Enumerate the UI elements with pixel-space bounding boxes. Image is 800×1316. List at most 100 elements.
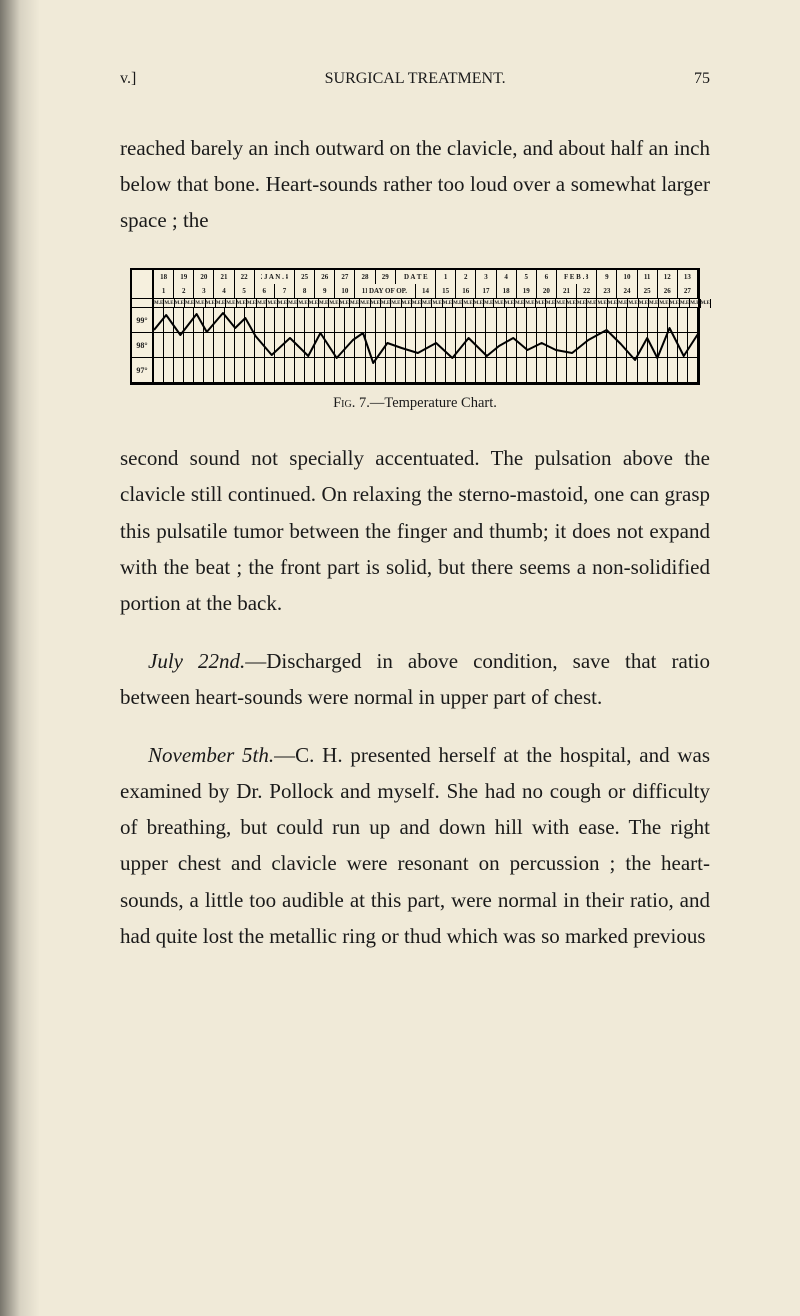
- header-section: v.]: [120, 70, 136, 88]
- chart-me-cell: M.E: [453, 299, 463, 308]
- p4-body: —C. H. presented herself at the hospital…: [120, 743, 710, 948]
- chart-date-cell: 4: [497, 270, 517, 284]
- chart-dayop-cell: 1: [154, 284, 174, 298]
- temperature-chart: 1819202122232425262728293031123456789101…: [130, 268, 700, 385]
- chart-me-cell: M.E: [185, 299, 195, 308]
- chart-dayop-cell: 10: [335, 284, 355, 298]
- chart-dayop-cell: 8: [295, 284, 315, 298]
- chart-me-cell: M.E: [494, 299, 504, 308]
- chart-me-cell: M.E: [412, 299, 422, 308]
- chart-me-cell: M.E: [432, 299, 442, 308]
- chart-me-cell: M.E: [206, 299, 216, 308]
- chart-me-cell: M.E: [618, 299, 628, 308]
- chart-date-cell: 9: [597, 270, 617, 284]
- chart-me-row: M.EM.EM.EM.EM.EM.EM.EM.EM.EM.EM.EM.EM.EM…: [132, 299, 698, 308]
- chart-me-cell: M.E: [546, 299, 556, 308]
- chart-date-cell: 29: [376, 270, 396, 284]
- chart-date-cell: 2: [456, 270, 476, 284]
- chart-me-cell: M.E: [597, 299, 607, 308]
- chart-me-cell: M.E: [257, 299, 267, 308]
- p3-date: July 22nd.: [148, 649, 245, 673]
- chart-me-cell: M.E: [443, 299, 453, 308]
- chart-me-cell: M.E: [525, 299, 535, 308]
- chart-dayop-cell: 27: [678, 284, 698, 298]
- chart-me-cell: M.E: [536, 299, 546, 308]
- chart-me-cell: M.E: [371, 299, 381, 308]
- chart-me-cell: M.E: [659, 299, 669, 308]
- chart-me-cell: M.E: [402, 299, 412, 308]
- chart-date-cell: 10: [617, 270, 637, 284]
- chart-me-cell: M.E: [587, 299, 597, 308]
- chart-date-cell: 3: [476, 270, 496, 284]
- chart-me-cell: M.E: [154, 299, 164, 308]
- chart-dayop-cell: 22: [577, 284, 597, 298]
- chart-me-cell: M.E: [237, 299, 247, 308]
- chart-dayop-cell: 5: [235, 284, 255, 298]
- chart-date-cell: 5: [517, 270, 537, 284]
- chart-dayop-cell: 4: [214, 284, 234, 298]
- chart-dayop-cell: 2: [174, 284, 194, 298]
- chart-dayop-cell: 16: [456, 284, 476, 298]
- caption-rest: —Temperature Chart.: [370, 395, 497, 411]
- chart-me-cell: M.E: [278, 299, 288, 308]
- chart-me-cell: M.E: [474, 299, 484, 308]
- paragraph-1: reached barely an inch outward on the cl…: [120, 130, 710, 238]
- chart-me-cell: M.E: [608, 299, 618, 308]
- chart-me-cell: M.E: [247, 299, 257, 308]
- chart-date-cell: 26: [315, 270, 335, 284]
- chart-caption: Fig. 7.—Temperature Chart.: [120, 395, 710, 412]
- chart-me-cell: M.E: [422, 299, 432, 308]
- chart-me-cell: M.E: [577, 299, 587, 308]
- chart-me-cell: M.E: [680, 299, 690, 308]
- chart-me-cell: M.E: [340, 299, 350, 308]
- chart-label-date: D A T E: [402, 270, 430, 284]
- chart-date-cell: 6: [537, 270, 557, 284]
- chart-date-cell: 21: [214, 270, 234, 284]
- paragraph-2: second sound not specially accentuated. …: [120, 440, 710, 621]
- chart-date-cell: 22: [235, 270, 255, 284]
- chart-me-cell: M.E: [670, 299, 680, 308]
- chart-me-cell: M.E: [381, 299, 391, 308]
- chart-me-cell: M.E: [226, 299, 236, 308]
- chart-date-cell: 25: [295, 270, 315, 284]
- chart-me-cell: M.E: [649, 299, 659, 308]
- chart-me-cell: M.E: [484, 299, 494, 308]
- chart-day-of-op-row: 1234567891011121314151617181920212223242…: [132, 284, 698, 298]
- page-header: v.] SURGICAL TREATMENT. 75: [120, 70, 710, 88]
- chart-date-cell: 27: [335, 270, 355, 284]
- chart-date-cell: 20: [194, 270, 214, 284]
- paragraph-4: November 5th.—C. H. presented herself at…: [120, 737, 710, 954]
- chart-me-cell: M.E: [309, 299, 319, 308]
- chart-dayop-cell: 23: [597, 284, 617, 298]
- chart-plot-area: 99° 98° 97°: [132, 308, 698, 383]
- chart-dayop-cell: 3: [194, 284, 214, 298]
- chart-date-cell: 1: [436, 270, 456, 284]
- chart-me-cell: M.E: [567, 299, 577, 308]
- chart-dayop-cell: 18: [497, 284, 517, 298]
- header-page-number: 75: [694, 70, 710, 88]
- chart-me-cell: M.E: [319, 299, 329, 308]
- chart-label-dayofop: DAY OF OP.: [367, 284, 409, 298]
- chart-me-cell: M.E: [639, 299, 649, 308]
- chart-me-cell: M.E: [556, 299, 566, 308]
- chart-me-cell: M.E: [329, 299, 339, 308]
- chart-dayop-cell: 24: [617, 284, 637, 298]
- chart-dayop-cell: 20: [537, 284, 557, 298]
- chart-dayop-cell: 17: [476, 284, 496, 298]
- chart-me-cell: M.E: [628, 299, 638, 308]
- caption-fig: Fig. 7.: [333, 395, 370, 411]
- chart-label-jan: J A N .: [262, 270, 286, 284]
- chart-label-feb: F E B .: [562, 270, 586, 284]
- chart-dayop-cell: 6: [255, 284, 275, 298]
- chart-me-cell: M.E: [175, 299, 185, 308]
- chart-ylabel-97: 97°: [132, 358, 154, 383]
- chart-me-cell: M.E: [505, 299, 515, 308]
- chart-date-cell: 11: [638, 270, 658, 284]
- chart-me-cell: M.E: [515, 299, 525, 308]
- chart-date-cell: 19: [174, 270, 194, 284]
- chart-date-cell: 28: [355, 270, 375, 284]
- paragraph-3: July 22nd.—Discharged in above condition…: [120, 643, 710, 715]
- chart-me-cell: M.E: [195, 299, 205, 308]
- chart-dayop-cell: 21: [557, 284, 577, 298]
- chart-me-cell: M.E: [298, 299, 308, 308]
